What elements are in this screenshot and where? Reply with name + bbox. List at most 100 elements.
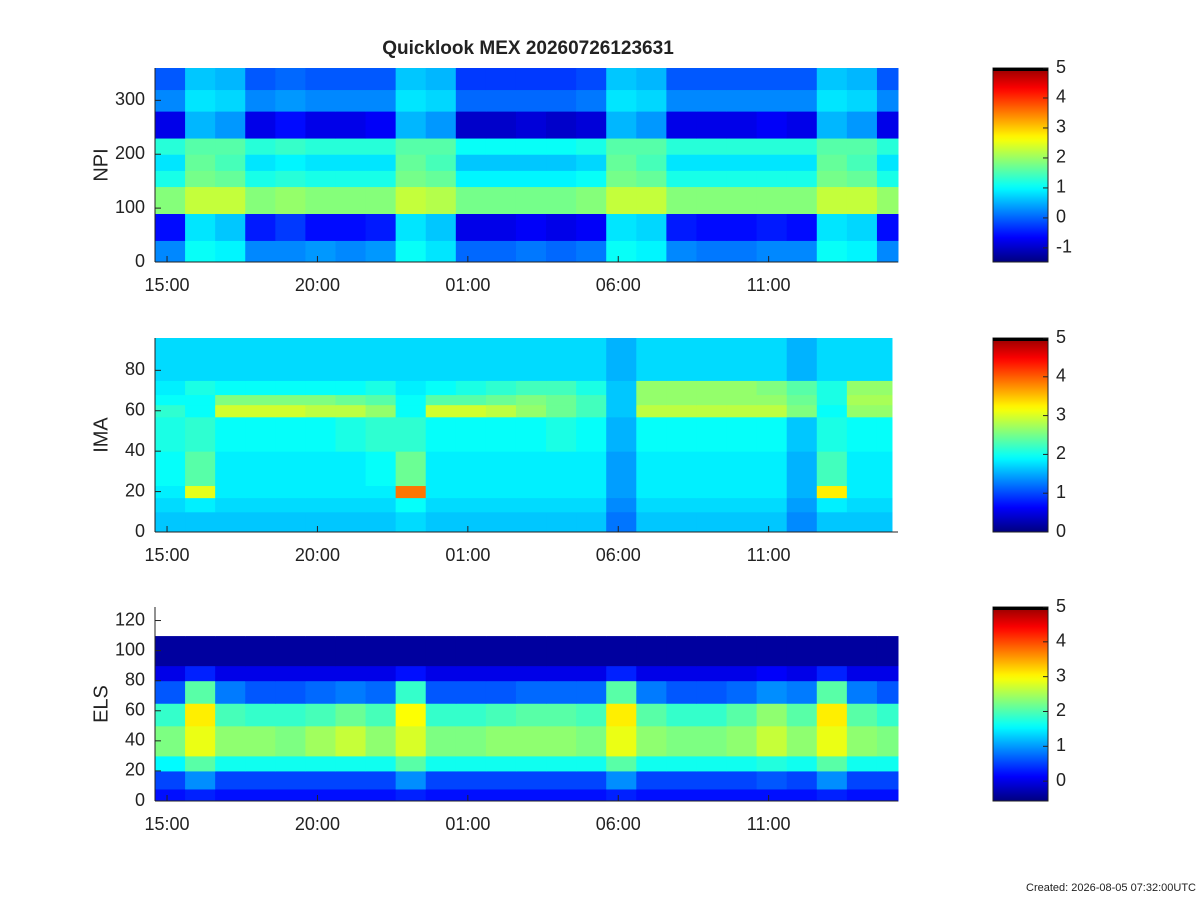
heat-cell: [155, 755, 186, 772]
heat-cell: [576, 451, 607, 487]
heat-cell: [816, 680, 848, 704]
heat-cell: [275, 138, 306, 155]
heat-cell: [816, 665, 848, 682]
heat-cell: [245, 416, 276, 452]
heat-cell: [245, 111, 276, 139]
colorbar-tick-label: 1: [1056, 482, 1066, 502]
y-tick-label: 120: [115, 609, 145, 629]
heat-cell: [606, 213, 637, 241]
heat-cell: [576, 170, 607, 188]
heat-cell: [455, 213, 487, 241]
heat-cell: [756, 635, 788, 667]
heat-cell: [666, 138, 697, 155]
x-tick-label: 15:00: [145, 814, 190, 834]
heat-cell: [275, 404, 306, 418]
y-tick-label: 60: [125, 700, 145, 720]
heat-cell: [335, 511, 367, 533]
heat-cell: [305, 111, 336, 139]
heat-cell: [876, 703, 899, 727]
heat-cell: [696, 451, 728, 487]
heat-cell: [515, 485, 547, 499]
y-tick-label: 60: [125, 400, 145, 420]
heat-cell: [365, 788, 397, 802]
heat-cell: [215, 240, 246, 263]
heat-cell: [365, 635, 397, 667]
heat-cell: [275, 416, 306, 452]
heat-cell: [636, 755, 667, 772]
colorbar-top: [993, 607, 1048, 610]
heat-cell: [576, 416, 607, 452]
heat-cell: [365, 338, 397, 381]
heat-cell: [756, 89, 788, 112]
heat-cell: [275, 511, 306, 533]
heat-cell: [425, 170, 457, 188]
heat-cell: [335, 240, 367, 263]
heat-cell: [546, 511, 577, 533]
heat-cell: [335, 485, 367, 499]
colorbar-tick-label: 0: [1056, 207, 1066, 227]
heat-cell: [485, 394, 517, 406]
heat-cell: [185, 170, 216, 188]
heat-cell: [786, 213, 818, 241]
heat-cell: [485, 186, 517, 214]
heat-cell: [335, 497, 367, 513]
colorbar-tick-label: 2: [1056, 443, 1066, 463]
heat-cell: [425, 404, 457, 418]
heat-cell: [546, 416, 577, 452]
heat-cell: [846, 89, 878, 112]
heat-cell: [786, 497, 818, 513]
heat-cell: [636, 770, 667, 790]
heat-cell: [576, 680, 607, 704]
heat-cell: [606, 138, 637, 155]
heat-cell: [245, 665, 276, 682]
heat-cell: [245, 497, 276, 513]
heat-cell: [305, 608, 336, 637]
heat-cell: [335, 154, 367, 171]
heat-cell: [546, 404, 577, 418]
heat-cell: [846, 635, 878, 667]
heat-cell: [846, 703, 878, 727]
heat-cell: [395, 186, 427, 214]
heat-cell: [816, 451, 848, 487]
heat-cell: [546, 725, 577, 757]
heat-cell: [395, 394, 427, 406]
heat-cell: [485, 788, 517, 802]
heat-cell: [365, 755, 397, 772]
heat-cell: [185, 213, 216, 241]
heat-cell: [455, 68, 487, 91]
heat-cell: [786, 380, 818, 396]
heat-cell: [546, 635, 577, 667]
heat-cell: [756, 416, 788, 452]
heat-cell: [816, 635, 848, 667]
heat-cell: [335, 394, 367, 406]
heat-cell: [425, 725, 457, 757]
heat-cell: [335, 89, 367, 112]
heat-cell: [606, 240, 637, 263]
heat-cell: [485, 380, 517, 396]
heat-cell: [696, 404, 728, 418]
heat-cell: [666, 770, 697, 790]
heat-cell: [846, 725, 878, 757]
heat-cell: [546, 770, 577, 790]
heat-cell: [215, 154, 246, 171]
y-tick-label: 40: [125, 730, 145, 750]
heat-cell: [756, 394, 788, 406]
y-axis-label: IMA: [90, 417, 112, 453]
heat-cell: [786, 451, 818, 487]
heat-cell: [515, 725, 547, 757]
heat-cell: [335, 788, 367, 802]
heat-cell: [576, 404, 607, 418]
heat-cell: [425, 154, 457, 171]
heat-cell: [305, 755, 336, 772]
heat-cell: [756, 665, 788, 682]
heat-cell: [576, 788, 607, 802]
heat-cell: [275, 788, 306, 802]
heat-cell: [816, 788, 848, 802]
heat-cell: [636, 138, 667, 155]
heat-cell: [726, 497, 758, 513]
heat-cell: [245, 404, 276, 418]
heat-cell: [425, 89, 457, 112]
heat-cell: [425, 138, 457, 155]
heat-cell: [275, 111, 306, 139]
